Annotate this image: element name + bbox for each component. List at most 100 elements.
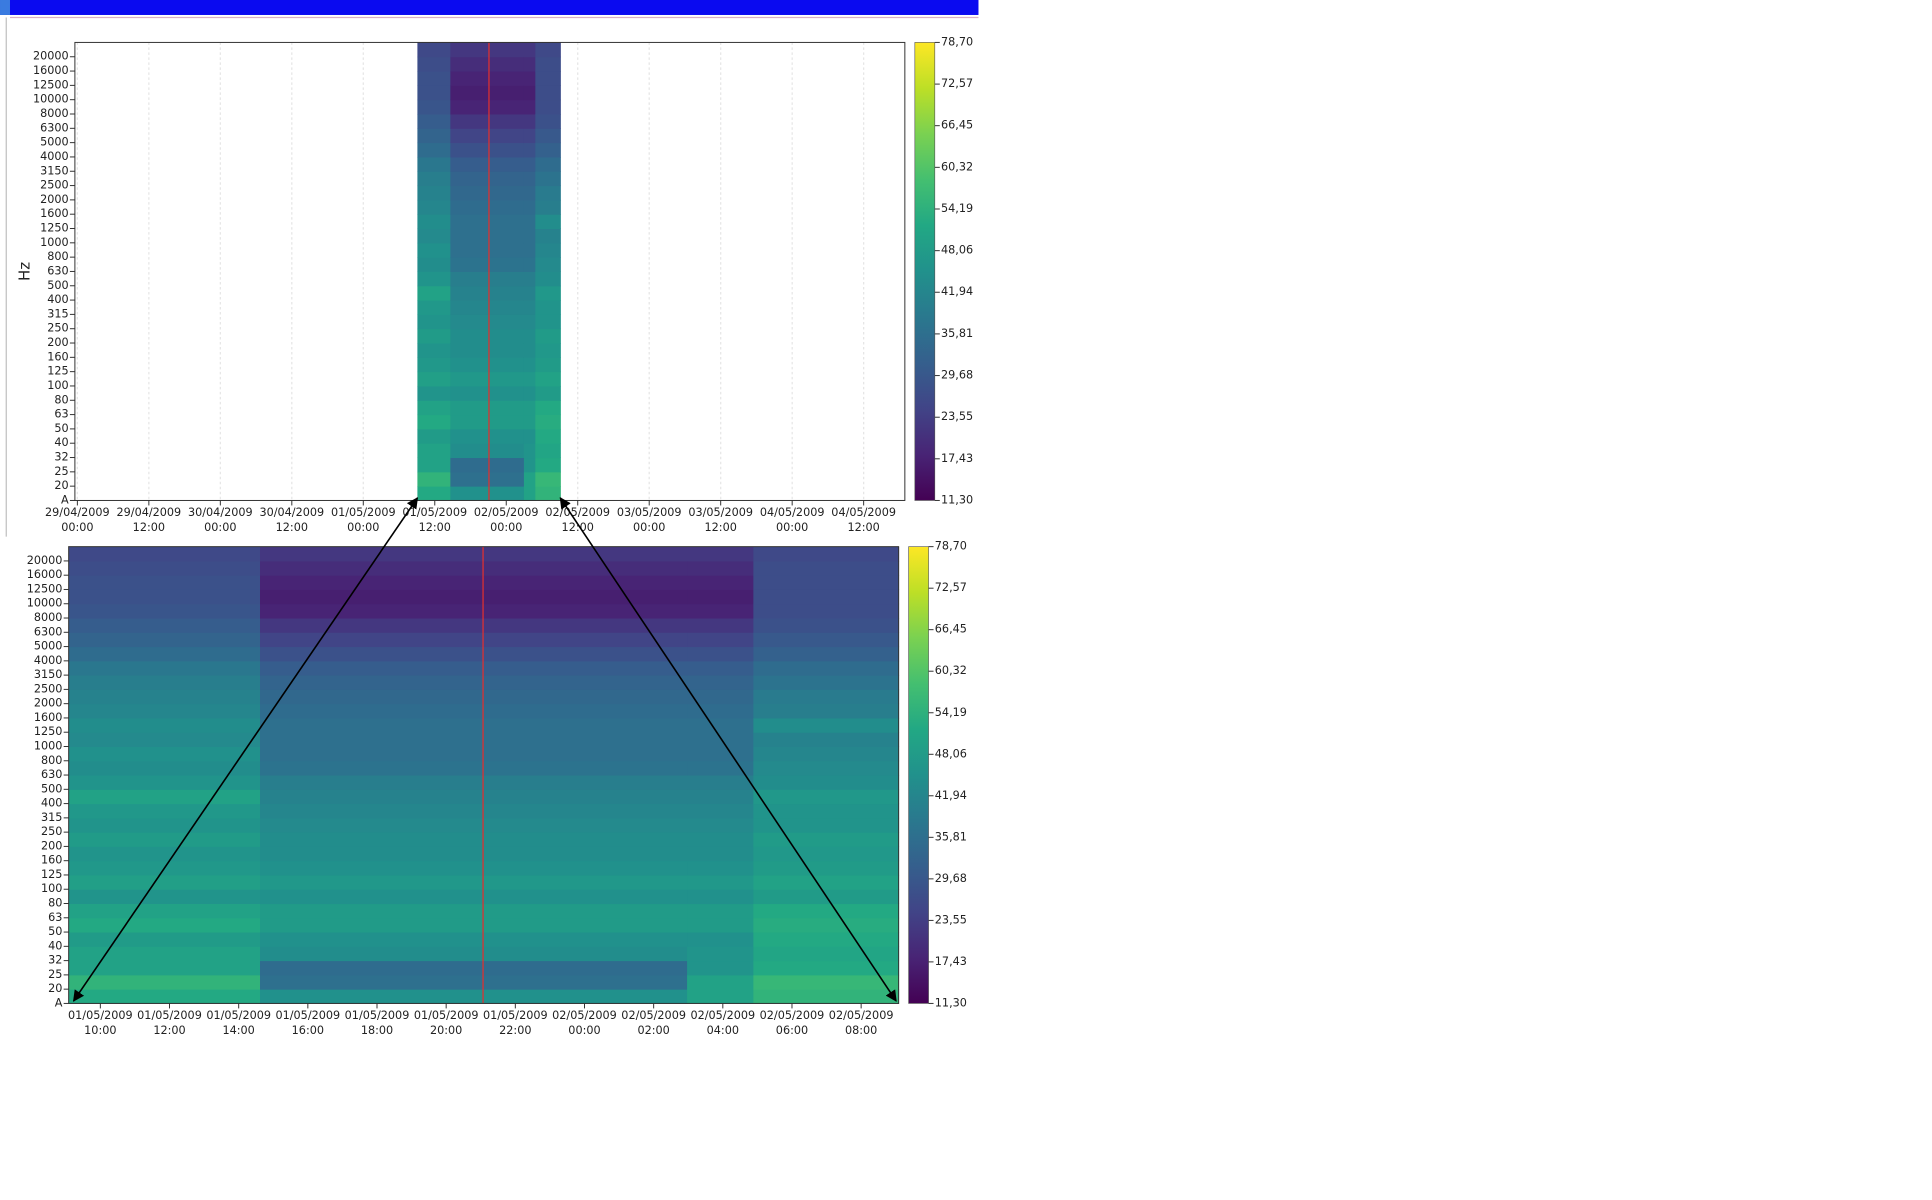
heatmap-cell	[523, 371, 536, 387]
y-tick-label: 50	[48, 925, 62, 938]
x-tick-label: 02/05/2009 08:00	[829, 1009, 894, 1037]
title-bar-icon	[0, 0, 10, 15]
heatmap-cell	[68, 575, 261, 590]
heatmap-cell	[260, 860, 688, 876]
heatmap-cell	[523, 385, 536, 401]
y-tick-label: 400	[41, 797, 62, 810]
heatmap-cell	[753, 717, 900, 733]
heatmap-cell	[260, 989, 688, 1004]
y-tick-label: 125	[47, 365, 68, 378]
y-axis-label: Hz	[15, 262, 33, 281]
heatmap-chart: A202532405063801001251602002503154005006…	[27, 540, 967, 1037]
y-tick-label: 5000	[34, 640, 63, 653]
heatmap-cell	[753, 946, 900, 962]
heatmap-cell	[260, 932, 688, 947]
heatmap-cell	[260, 732, 688, 747]
heatmap-cell	[417, 99, 451, 115]
heatmap-cell	[687, 832, 754, 847]
heatmap-cell	[68, 775, 261, 790]
heatmap-cell	[417, 214, 451, 230]
heatmap-cell	[535, 42, 561, 58]
heatmap-cell	[417, 71, 451, 86]
y-tick-label: 160	[41, 854, 62, 867]
heatmap-cell	[417, 114, 451, 129]
heatmap-cell	[417, 142, 451, 158]
heatmap-cell	[417, 314, 451, 330]
y-tick-label: 1250	[34, 725, 63, 738]
heatmap-cell	[523, 99, 536, 115]
heatmap-cell	[535, 114, 561, 129]
heatmap-cell	[260, 760, 688, 776]
colorbar-tick-label: 54,19	[935, 706, 967, 719]
heatmap-cell	[417, 85, 451, 101]
heatmap-cell	[68, 603, 261, 619]
heatmap-cell	[450, 285, 525, 301]
heatmap-cell	[687, 732, 754, 747]
y-tick-label: 12500	[27, 582, 63, 595]
heatmap-cell	[68, 660, 261, 676]
y-tick-label: 20000	[27, 554, 63, 567]
heatmap-cell	[450, 114, 525, 129]
y-tick-label: 63	[48, 911, 62, 924]
heatmap-cell	[450, 171, 525, 187]
heatmap-cell	[260, 618, 688, 633]
heatmap-cell	[68, 546, 261, 562]
heatmap-cell	[687, 946, 754, 962]
heatmap-cell	[260, 789, 688, 805]
heatmap-cell	[523, 314, 536, 330]
heatmap-cell	[68, 974, 261, 990]
heatmap-cell	[535, 171, 561, 187]
heatmap-cell	[68, 989, 261, 1004]
heatmap-cell	[535, 56, 561, 72]
heatmap-cell	[753, 603, 900, 619]
heatmap-cell	[535, 385, 561, 401]
heatmap-cell	[417, 185, 451, 201]
colorbar-tick-label: 23,55	[935, 913, 967, 926]
y-tick-label: 315	[41, 811, 62, 824]
heatmap-cell	[535, 471, 561, 487]
heatmap-cell	[68, 846, 261, 862]
y-tick-label: 1000	[40, 236, 69, 249]
heatmap-cell	[753, 860, 900, 876]
colorbar	[908, 546, 929, 1004]
y-tick-label: 40	[48, 939, 62, 952]
heatmap-cell	[68, 646, 261, 662]
heatmap-cell	[535, 128, 561, 144]
heatmap-cell	[260, 703, 688, 719]
colorbar-tick-label: 78,70	[935, 540, 967, 553]
heatmap-cell	[450, 343, 525, 358]
heatmap-cell	[417, 56, 451, 72]
colorbar-tick-label: 66,45	[935, 623, 967, 636]
heatmap-cell	[260, 874, 688, 890]
colorbar-tick-label: 72,57	[935, 581, 967, 594]
heatmap-cell	[68, 917, 261, 933]
y-tick-label: 25	[54, 465, 68, 478]
x-tick-label: 02/05/2009 00:00	[474, 506, 539, 534]
colorbar-tick-label: 48,06	[935, 747, 967, 760]
x-tick-label: 01/05/2009 12:00	[402, 506, 467, 534]
heatmap-cell	[417, 271, 451, 287]
heatmap-cell	[687, 974, 754, 990]
colorbar-tick-label: 29,68	[935, 872, 967, 885]
heatmap-cell	[68, 589, 261, 605]
y-tick-label: 8000	[34, 611, 63, 624]
heatmap-cell	[417, 471, 451, 487]
y-tick-label: 630	[47, 264, 68, 277]
heatmap-cell	[687, 789, 754, 805]
heatmap-cell	[535, 85, 561, 101]
heatmap-cell	[417, 385, 451, 401]
heatmap-cell	[687, 803, 754, 819]
colorbar-tick-label: 66,45	[941, 119, 973, 132]
heatmap-cell	[523, 171, 536, 187]
heatmap-cell	[450, 400, 525, 416]
heatmap-cell	[260, 660, 688, 676]
heatmap-cell	[450, 71, 525, 86]
heatmap-cell	[450, 42, 525, 58]
title-bar	[0, 0, 979, 15]
heatmap-cell	[687, 632, 754, 648]
heatmap-cell	[753, 917, 900, 933]
heatmap-cell	[687, 618, 754, 633]
heatmap-cell	[68, 760, 261, 776]
colorbar-tick-label: 35,81	[941, 327, 973, 340]
colorbar-tick-label: 78,70	[941, 35, 973, 48]
